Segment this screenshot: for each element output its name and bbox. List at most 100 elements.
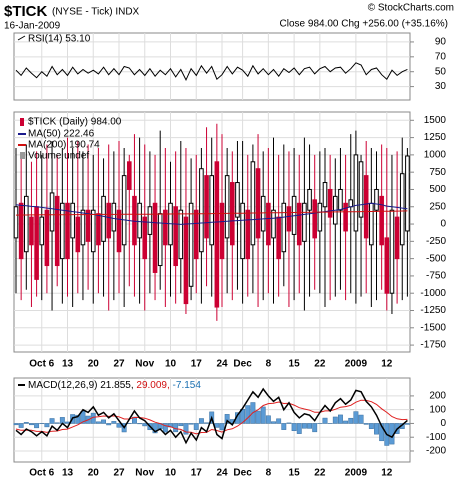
x-tick-label: 22 xyxy=(314,359,326,370)
x-tick-label: 2009 xyxy=(345,359,368,370)
histogram-bar xyxy=(363,423,369,425)
candle-body xyxy=(178,209,184,260)
candle-body xyxy=(18,202,24,260)
histogram-bar xyxy=(358,414,364,424)
candle-body xyxy=(54,195,60,267)
x-tick-label: Nov xyxy=(135,468,154,479)
histogram-bar xyxy=(281,423,287,430)
y-tick-label: -1250 xyxy=(420,305,446,316)
y-tick-label: -750 xyxy=(426,271,446,282)
legend-label: Volume undef xyxy=(28,151,89,162)
candle-body xyxy=(250,161,256,246)
x-tick-label: 2009 xyxy=(345,468,368,479)
candle-body xyxy=(106,202,112,239)
candle-body xyxy=(363,175,369,239)
candle-body xyxy=(399,173,405,246)
y-tick-label: 500 xyxy=(429,184,446,195)
histogram-bar xyxy=(106,423,112,426)
x-tick-label: 13 xyxy=(62,468,74,479)
candle-body xyxy=(266,202,271,246)
candle-body xyxy=(65,202,70,260)
histogram-bar xyxy=(44,423,50,428)
candle-body xyxy=(214,161,220,308)
candle-body xyxy=(302,202,307,242)
candle-body xyxy=(116,209,122,253)
rsi-line xyxy=(15,62,408,82)
y-tick-label: 90 xyxy=(435,37,447,48)
macd-legend-part: -7.154 xyxy=(170,380,202,391)
histogram-bar xyxy=(178,423,184,427)
candle-body xyxy=(204,175,209,239)
candle-body xyxy=(137,202,142,239)
legend-icon xyxy=(20,152,25,159)
histogram-bar xyxy=(214,423,220,428)
histogram-bar xyxy=(80,411,86,424)
histogram-bar xyxy=(204,422,210,424)
histogram-bar xyxy=(374,423,379,435)
macd-panel xyxy=(13,377,411,463)
candle-body xyxy=(245,209,251,260)
histogram-bar xyxy=(379,423,385,442)
histogram-bar xyxy=(95,421,101,424)
x-tick-label: 12 xyxy=(381,468,393,479)
candle-body xyxy=(80,209,86,246)
y-tick-label: -500 xyxy=(426,253,446,264)
candle-body xyxy=(183,216,189,305)
histogram-bar xyxy=(29,423,34,426)
histogram-bar xyxy=(23,422,29,424)
y-tick-label: 50 xyxy=(435,66,447,77)
candle-body xyxy=(374,188,379,211)
candle-body xyxy=(296,202,302,246)
candle-body xyxy=(379,195,384,246)
candle-body xyxy=(142,216,148,260)
rsi-icon xyxy=(17,35,26,41)
description: (NYSE - Tick) INDX xyxy=(52,7,140,18)
candle-body xyxy=(70,202,75,239)
x-tick-label: Dec xyxy=(233,359,252,370)
candle-body xyxy=(163,209,168,246)
legend-label: MA(200) 190.74 xyxy=(28,140,100,151)
candle-body xyxy=(358,161,364,218)
candle-body xyxy=(338,188,343,211)
ma-line xyxy=(15,202,408,225)
histogram-bar xyxy=(54,422,60,424)
candle-body xyxy=(219,202,225,260)
candle-body xyxy=(343,202,348,232)
legend-label: $TICK (Daily) 984.00 xyxy=(28,117,122,128)
rsi-label: RSI(14) 53.10 xyxy=(28,34,91,45)
x-tick-label: 15 xyxy=(289,468,301,479)
signal-line xyxy=(15,399,408,435)
candle-body xyxy=(384,237,390,294)
candle-body xyxy=(327,188,333,218)
y-tick-label: 30 xyxy=(435,81,447,92)
candle-body xyxy=(60,202,65,260)
y-tick-label: -1500 xyxy=(420,322,446,333)
y-tick-label: 200 xyxy=(429,391,446,402)
histogram-bar xyxy=(286,422,292,424)
legend-label: MA(50) 222.46 xyxy=(28,129,95,140)
x-tick-label: Dec xyxy=(233,468,252,479)
histogram-bar xyxy=(353,411,359,424)
histogram-bar xyxy=(13,423,19,426)
y-tick-label: 70 xyxy=(435,51,447,62)
histogram-bar xyxy=(271,421,276,424)
x-tick-label: 20 xyxy=(88,468,100,479)
histogram-bar xyxy=(75,414,81,424)
x-tick-label: 10 xyxy=(165,359,177,370)
candle-body xyxy=(75,216,81,253)
ma-line xyxy=(15,210,408,216)
histogram-bar xyxy=(265,415,271,424)
histogram-bar xyxy=(322,417,328,424)
x-tick-label: 8 xyxy=(266,359,272,370)
histogram-bar xyxy=(245,405,251,424)
histogram-bar xyxy=(404,423,410,425)
candle-body xyxy=(312,199,317,239)
candle-body xyxy=(235,182,240,218)
candle-body xyxy=(209,175,214,246)
candle-body xyxy=(353,154,359,232)
histogram-bar xyxy=(34,423,40,429)
candle-body xyxy=(39,216,45,246)
candle-body xyxy=(394,216,400,260)
histogram-bar xyxy=(198,418,204,424)
